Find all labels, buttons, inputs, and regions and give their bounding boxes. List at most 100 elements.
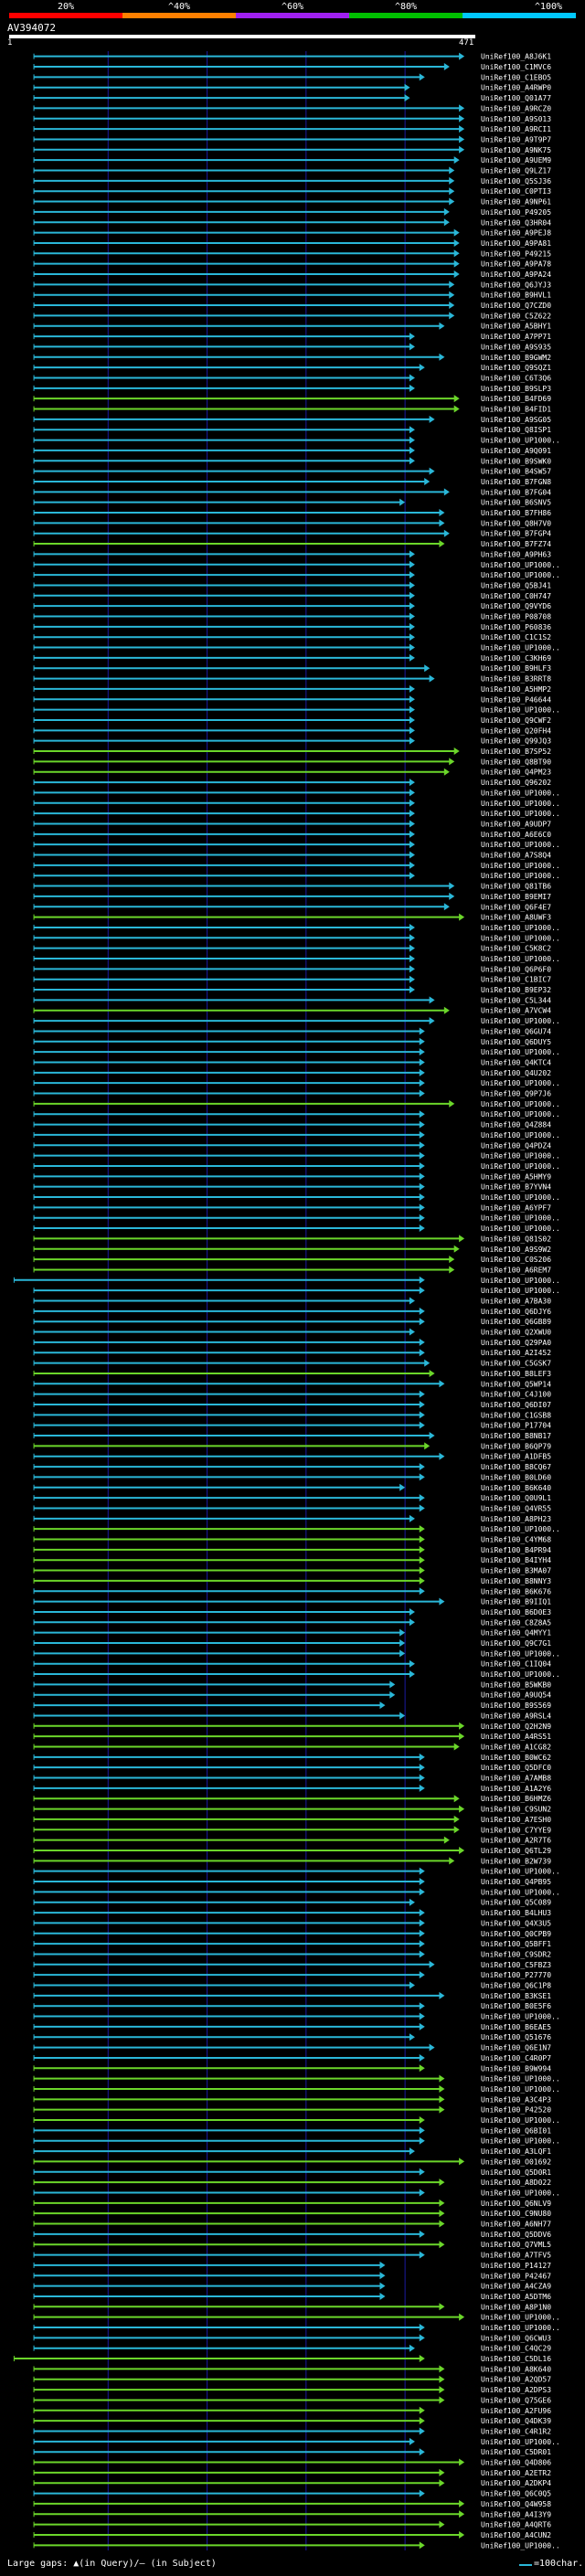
hit-label[interactable]: UniRef100_A7PP71 xyxy=(481,333,551,341)
hit-label[interactable]: UniRef100_A2DKP4 xyxy=(481,2479,551,2487)
hit-label[interactable]: UniRef100_Q6DUY5 xyxy=(481,1038,551,1046)
hit-label[interactable]: UniRef100_Q99JQ3 xyxy=(481,737,551,746)
hit-label[interactable]: UniRef100_A5HMP2 xyxy=(481,685,551,694)
hit-label[interactable]: UniRef100_B9GWM2 xyxy=(481,354,551,362)
hit-label[interactable]: UniRef100_P49215 xyxy=(481,249,551,258)
hit-label[interactable]: UniRef100_C5DL16 xyxy=(481,2355,551,2363)
hit-label[interactable]: UniRef100_Q6C0Q5 xyxy=(481,2490,551,2498)
hit-label[interactable]: UniRef100_A7BA30 xyxy=(481,1298,551,1306)
hit-label[interactable]: UniRef100_P60836 xyxy=(481,623,551,631)
hit-label[interactable]: UniRef100_A9NK75 xyxy=(481,146,551,154)
hit-label[interactable]: UniRef100_P17704 xyxy=(481,1422,551,1430)
hit-label[interactable]: UniRef100_B8LEF3 xyxy=(481,1370,551,1378)
hit-label[interactable]: UniRef100_B9W994 xyxy=(481,2064,551,2072)
hit-label[interactable]: UniRef100_A4CUN2 xyxy=(481,2531,551,2539)
hit-label[interactable]: UniRef100_B5WKB0 xyxy=(481,1680,551,1689)
hit-label[interactable]: UniRef100_B0WC62 xyxy=(481,1754,551,1762)
hit-label[interactable]: UniRef100_C4R1R2 xyxy=(481,2427,551,2435)
hit-label[interactable]: UniRef100_P46644 xyxy=(481,695,551,704)
hit-label[interactable]: UniRef100_A9UQ54 xyxy=(481,1691,551,1700)
hit-label[interactable]: UniRef100_UP1000.. xyxy=(481,800,560,808)
hit-label[interactable]: UniRef100_B0LD60 xyxy=(481,1473,551,1481)
hit-label[interactable]: UniRef100_UP1000.. xyxy=(481,862,560,870)
hit-label[interactable]: UniRef100_B7SP52 xyxy=(481,747,551,756)
hit-label[interactable]: UniRef100_C3KH69 xyxy=(481,654,551,663)
hit-label[interactable]: UniRef100_UP1000.. xyxy=(481,872,560,880)
hit-label[interactable]: UniRef100_C1IQ04 xyxy=(481,1660,551,1669)
hit-label[interactable]: UniRef100_B7FG04 xyxy=(481,488,551,496)
hit-label[interactable]: UniRef100_Q4W958 xyxy=(481,2500,551,2508)
hit-label[interactable]: UniRef100_A2R7T6 xyxy=(481,1837,551,1845)
hit-label[interactable]: UniRef100_Q5BJ41 xyxy=(481,581,551,589)
hit-label[interactable]: UniRef100_B7FH86 xyxy=(481,509,551,517)
hit-label[interactable]: UniRef100_UP1000.. xyxy=(481,1649,560,1658)
hit-label[interactable]: UniRef100_B7FGN8 xyxy=(481,478,551,486)
hit-label[interactable]: UniRef100_C1MVC6 xyxy=(481,63,551,71)
hit-label[interactable]: UniRef100_Q20FH4 xyxy=(481,726,551,735)
hit-label[interactable]: UniRef100_Q4PDZ4 xyxy=(481,1141,551,1150)
hit-label[interactable]: UniRef100_Q01A77 xyxy=(481,94,551,102)
hit-label[interactable]: UniRef100_A9NP61 xyxy=(481,198,551,207)
hit-label[interactable]: UniRef100_Q6CWU3 xyxy=(481,2334,551,2342)
hit-label[interactable]: UniRef100_UP1000.. xyxy=(481,2075,560,2083)
hit-label[interactable]: UniRef100_Q5SJ36 xyxy=(481,177,551,186)
hit-label[interactable]: UniRef100_A9PEJ8 xyxy=(481,229,551,238)
hit-label[interactable]: UniRef100_A8PH23 xyxy=(481,1515,551,1523)
hit-label[interactable]: UniRef100_A3LQF1 xyxy=(481,2147,551,2156)
hit-label[interactable]: UniRef100_C6T3Q6 xyxy=(481,374,551,382)
hit-label[interactable]: UniRef100_C5L344 xyxy=(481,996,551,1004)
hit-label[interactable]: UniRef100_Q5C089 xyxy=(481,1899,551,1907)
hit-label[interactable]: UniRef100_B4LHU3 xyxy=(481,1909,551,1917)
hit-label[interactable]: UniRef100_Q5DFC0 xyxy=(481,1764,551,1772)
hit-label[interactable]: UniRef100_B7YVN4 xyxy=(481,1183,551,1192)
hit-label[interactable]: UniRef100_C8Z8A5 xyxy=(481,1618,551,1627)
hit-label[interactable]: UniRef100_A9PA24 xyxy=(481,270,551,279)
hit-label[interactable]: UniRef100_A9RSL4 xyxy=(481,1712,551,1720)
hit-label[interactable]: UniRef100_C4YM68 xyxy=(481,1536,551,1544)
hit-label[interactable]: UniRef100_UP1000.. xyxy=(481,437,560,445)
hit-label[interactable]: UniRef100_UP1000.. xyxy=(481,2013,560,2021)
hit-label[interactable]: UniRef100_C4QC29 xyxy=(481,2345,551,2353)
hit-label[interactable]: UniRef100_UP1000.. xyxy=(481,2137,560,2146)
hit-label[interactable]: UniRef100_B4FID1 xyxy=(481,406,551,414)
hit-label[interactable]: UniRef100_Q8BT90 xyxy=(481,758,551,766)
hit-label[interactable]: UniRef100_Q5BFF1 xyxy=(481,1940,551,1948)
hit-label[interactable]: UniRef100_UP1000.. xyxy=(481,706,560,715)
hit-label[interactable]: UniRef100_B9HVL1 xyxy=(481,292,551,300)
hit-label[interactable]: UniRef100_A6E6C0 xyxy=(481,831,551,839)
hit-label[interactable]: UniRef100_Q4U202 xyxy=(481,1069,551,1077)
hit-label[interactable]: UniRef100_Q8H7V0 xyxy=(481,519,551,527)
hit-label[interactable]: UniRef100_C5GSK7 xyxy=(481,1360,551,1368)
hit-label[interactable]: UniRef100_P42520 xyxy=(481,2106,551,2115)
hit-label[interactable]: UniRef100_B9EMI7 xyxy=(481,893,551,901)
hit-label[interactable]: UniRef100_A9Q091 xyxy=(481,447,551,455)
hit-label[interactable]: UniRef100_UP1000.. xyxy=(481,924,560,932)
hit-label[interactable]: UniRef100_UP1000.. xyxy=(481,2314,560,2322)
hit-label[interactable]: UniRef100_B6HMZ6 xyxy=(481,1795,551,1803)
hit-label[interactable]: UniRef100_A9T9P7 xyxy=(481,135,551,143)
hit-label[interactable]: UniRef100_C5Z622 xyxy=(481,312,551,320)
hit-label[interactable]: UniRef100_UP1000.. xyxy=(481,1868,560,1876)
hit-label[interactable]: UniRef100_Q0U9L1 xyxy=(481,1494,551,1502)
hit-label[interactable]: UniRef100_A4CZA9 xyxy=(481,2283,551,2291)
hit-label[interactable]: UniRef100_UP1000.. xyxy=(481,1079,560,1087)
hit-label[interactable]: UniRef100_P27770 xyxy=(481,1971,551,1979)
hit-label[interactable]: UniRef100_B6D0E3 xyxy=(481,1608,551,1617)
hit-label[interactable]: UniRef100_B6K640 xyxy=(481,1484,551,1492)
hit-label[interactable]: UniRef100_A8D022 xyxy=(481,2178,551,2187)
hit-label[interactable]: UniRef100_B7FZ74 xyxy=(481,540,551,548)
hit-label[interactable]: UniRef100_Q7CZD0 xyxy=(481,302,551,310)
hit-label[interactable]: UniRef100_Q75GE6 xyxy=(481,2396,551,2404)
hit-label[interactable]: UniRef100_Q4PM23 xyxy=(481,769,551,777)
hit-label[interactable]: UniRef100_UP1000.. xyxy=(481,561,560,569)
hit-label[interactable]: UniRef100_A9PA81 xyxy=(481,239,551,248)
hit-label[interactable]: UniRef100_UP1000.. xyxy=(481,1048,560,1056)
hit-label[interactable]: UniRef100_B6K676 xyxy=(481,1587,551,1595)
hit-label[interactable]: UniRef100_B6SNV5 xyxy=(481,499,551,507)
hit-label[interactable]: UniRef100_Q6GU74 xyxy=(481,1027,551,1035)
hit-label[interactable]: UniRef100_C1GSB8 xyxy=(481,1411,551,1419)
hit-label[interactable]: UniRef100_Q6P6F0 xyxy=(481,965,551,973)
hit-label[interactable]: UniRef100_A7ESH0 xyxy=(481,1816,551,1824)
hit-label[interactable]: UniRef100_A8K640 xyxy=(481,2365,551,2373)
hit-label[interactable]: UniRef100_A7TFV5 xyxy=(481,2252,551,2260)
